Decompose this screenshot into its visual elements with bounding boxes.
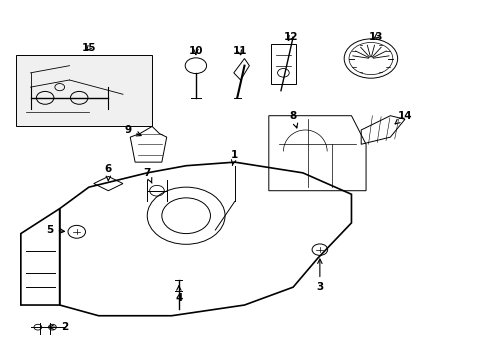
Text: 6: 6 [104,164,112,181]
Text: 1: 1 [231,150,238,166]
Text: 2: 2 [49,322,68,332]
Text: 9: 9 [124,125,141,136]
Text: 3: 3 [316,259,323,292]
Text: 13: 13 [368,32,382,42]
Text: 14: 14 [394,111,411,124]
Text: 10: 10 [188,46,203,57]
Text: 11: 11 [232,46,246,57]
Text: 4: 4 [175,286,182,303]
Text: 8: 8 [289,111,297,128]
Bar [16,55,152,126]
Text: 15: 15 [81,43,96,53]
Text: 5: 5 [46,225,64,235]
Text: 7: 7 [143,168,152,183]
Text: 12: 12 [283,32,297,42]
